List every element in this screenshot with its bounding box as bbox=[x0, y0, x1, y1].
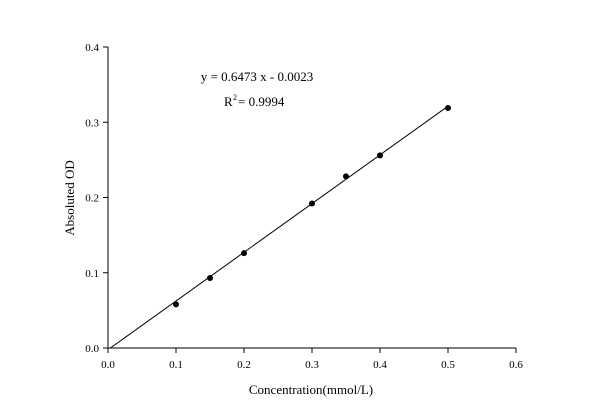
r2-value: = 0.9994 bbox=[238, 94, 285, 109]
x-tick-label: 0.2 bbox=[237, 359, 251, 371]
data-point bbox=[445, 104, 451, 111]
x-axis-ticks: 0.0 0.1 0.2 0.3 0.4 0.5 0.6 bbox=[101, 348, 523, 371]
x-axis-label: Concentration(mmol/L) bbox=[249, 382, 373, 397]
r2-exponent: 2 bbox=[233, 93, 237, 102]
data-point bbox=[377, 152, 383, 159]
data-point bbox=[241, 250, 247, 257]
y-axis-ticks: 0.0 0.1 0.2 0.3 0.4 bbox=[85, 42, 108, 355]
trendline bbox=[110, 105, 449, 349]
y-tick-label: 0.3 bbox=[85, 117, 99, 129]
y-tick-label: 0.2 bbox=[85, 193, 99, 205]
x-tick-label: 0.6 bbox=[509, 359, 523, 371]
x-tick-label: 0.5 bbox=[441, 359, 455, 371]
y-tick-label: 0.0 bbox=[85, 343, 99, 355]
x-tick-label: 0.4 bbox=[373, 359, 387, 371]
data-point bbox=[343, 173, 349, 180]
data-points bbox=[173, 104, 451, 308]
x-tick-label: 0.0 bbox=[101, 359, 115, 371]
y-tick-label: 0.1 bbox=[85, 268, 99, 280]
r2-annotation: R 2 = 0.9994 bbox=[224, 93, 285, 109]
r2-prefix: R bbox=[224, 94, 233, 109]
data-point bbox=[309, 200, 315, 207]
y-tick-label: 0.4 bbox=[85, 42, 99, 54]
equation-annotation: y = 0.6473 x - 0.0023 bbox=[201, 69, 313, 84]
plot-area: 0.0 0.1 0.2 0.3 0.4 0.5 0.6 0.0 0.1 0.2 0.3 0.4 bbox=[85, 42, 523, 371]
x-tick-label: 0.1 bbox=[169, 359, 183, 371]
y-axis-label: Absoluted OD bbox=[62, 160, 77, 235]
data-point bbox=[173, 301, 179, 308]
x-tick-label: 0.3 bbox=[305, 359, 319, 371]
data-point bbox=[207, 275, 213, 282]
